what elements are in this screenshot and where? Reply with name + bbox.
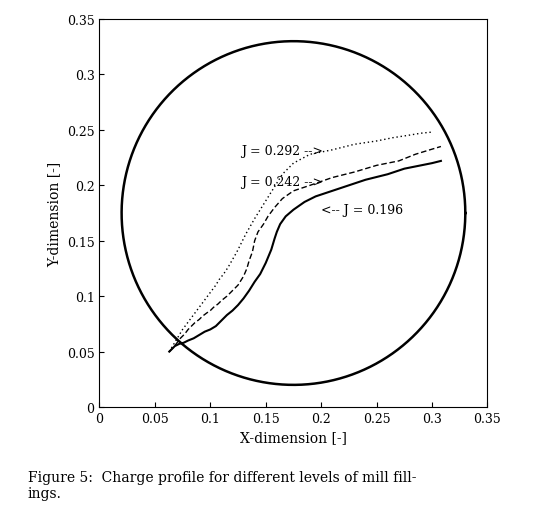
X-axis label: X-dimension [-]: X-dimension [-] <box>240 431 347 444</box>
Text: J = 0.242 -->: J = 0.242 --> <box>241 176 324 189</box>
Text: <-- J = 0.196: <-- J = 0.196 <box>321 204 403 217</box>
Text: Figure 5:  Charge profile for different levels of mill fill-
ings.: Figure 5: Charge profile for different l… <box>28 470 416 500</box>
Text: J = 0.292 -->: J = 0.292 --> <box>241 145 323 158</box>
Y-axis label: Y-dimension [-]: Y-dimension [-] <box>47 161 61 266</box>
